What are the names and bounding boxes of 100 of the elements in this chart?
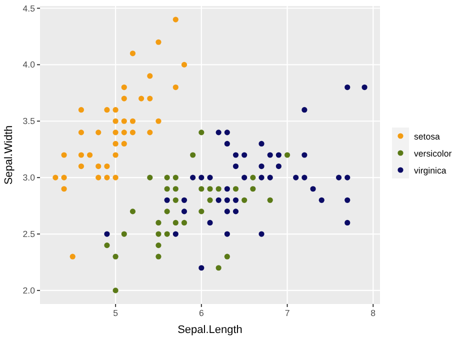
legend-label: versicolor (414, 148, 452, 158)
point (242, 152, 248, 158)
point (147, 174, 153, 180)
point (147, 73, 153, 79)
point (216, 265, 222, 271)
y-tick-label: 2.0 (22, 285, 36, 296)
x-tick-label: 5 (113, 308, 118, 318)
point (232, 208, 239, 214)
point (130, 50, 136, 56)
point (112, 118, 118, 124)
point (336, 174, 342, 180)
point (276, 152, 282, 158)
point (104, 231, 110, 237)
point (164, 231, 170, 237)
point (267, 197, 273, 203)
point (344, 220, 350, 226)
point (130, 130, 136, 136)
legend-label: setosa (414, 132, 440, 142)
point (164, 197, 170, 203)
point (224, 130, 230, 136)
point (198, 208, 204, 214)
point (164, 174, 170, 180)
point (61, 186, 67, 192)
point (61, 174, 67, 180)
point (112, 130, 118, 136)
point (207, 186, 213, 192)
point (190, 152, 196, 158)
point (198, 174, 204, 180)
point (172, 220, 178, 226)
point (52, 174, 58, 180)
point (250, 186, 256, 192)
point (96, 130, 102, 136)
point (130, 118, 136, 124)
point (112, 174, 118, 180)
point (130, 208, 136, 214)
point (258, 140, 264, 147)
point (156, 39, 162, 45)
point (224, 186, 230, 192)
point (293, 174, 299, 180)
point (172, 16, 178, 22)
point (224, 208, 230, 214)
point (121, 130, 127, 136)
point (104, 163, 110, 170)
point (112, 288, 118, 294)
point (87, 152, 93, 158)
point (207, 174, 213, 180)
point (78, 130, 84, 136)
point (216, 130, 222, 136)
point (344, 84, 350, 90)
point (172, 84, 178, 90)
point (181, 220, 188, 226)
x-tick-label: 8 (370, 308, 376, 318)
point (216, 186, 222, 192)
point (156, 220, 162, 226)
point (258, 231, 264, 237)
point (258, 174, 264, 180)
point (156, 242, 162, 248)
x-axis-title: Sepal.Length (178, 324, 242, 336)
point (156, 254, 162, 260)
y-tick-label: 3.0 (22, 172, 36, 183)
y-tick-label: 4.5 (22, 3, 36, 14)
point (242, 174, 248, 180)
point (302, 152, 308, 158)
point (190, 174, 196, 180)
point (267, 174, 273, 180)
point (78, 107, 84, 113)
point (302, 107, 308, 113)
point (104, 107, 110, 113)
point (250, 174, 256, 180)
point (232, 152, 239, 158)
x-tick-label: 7 (284, 308, 290, 318)
point (198, 265, 204, 271)
point (78, 152, 84, 158)
point (156, 118, 162, 124)
point (147, 96, 153, 102)
point (216, 197, 222, 203)
point (138, 96, 144, 102)
point (172, 197, 178, 203)
point (198, 130, 204, 136)
point (242, 197, 248, 203)
point (224, 140, 230, 147)
point (172, 174, 178, 180)
point (224, 231, 230, 237)
point (172, 231, 178, 237)
point (121, 140, 127, 147)
point (121, 96, 127, 102)
point (112, 107, 118, 113)
point (232, 163, 239, 170)
point (258, 163, 264, 170)
point (172, 186, 178, 192)
point (310, 186, 316, 192)
point (104, 174, 110, 180)
point (232, 197, 239, 203)
point (232, 186, 239, 192)
point (70, 254, 76, 260)
point (61, 152, 67, 158)
point (104, 242, 110, 248)
y-axis-title: Sepal.Width (3, 125, 15, 185)
point (96, 174, 102, 180)
point (121, 231, 127, 237)
